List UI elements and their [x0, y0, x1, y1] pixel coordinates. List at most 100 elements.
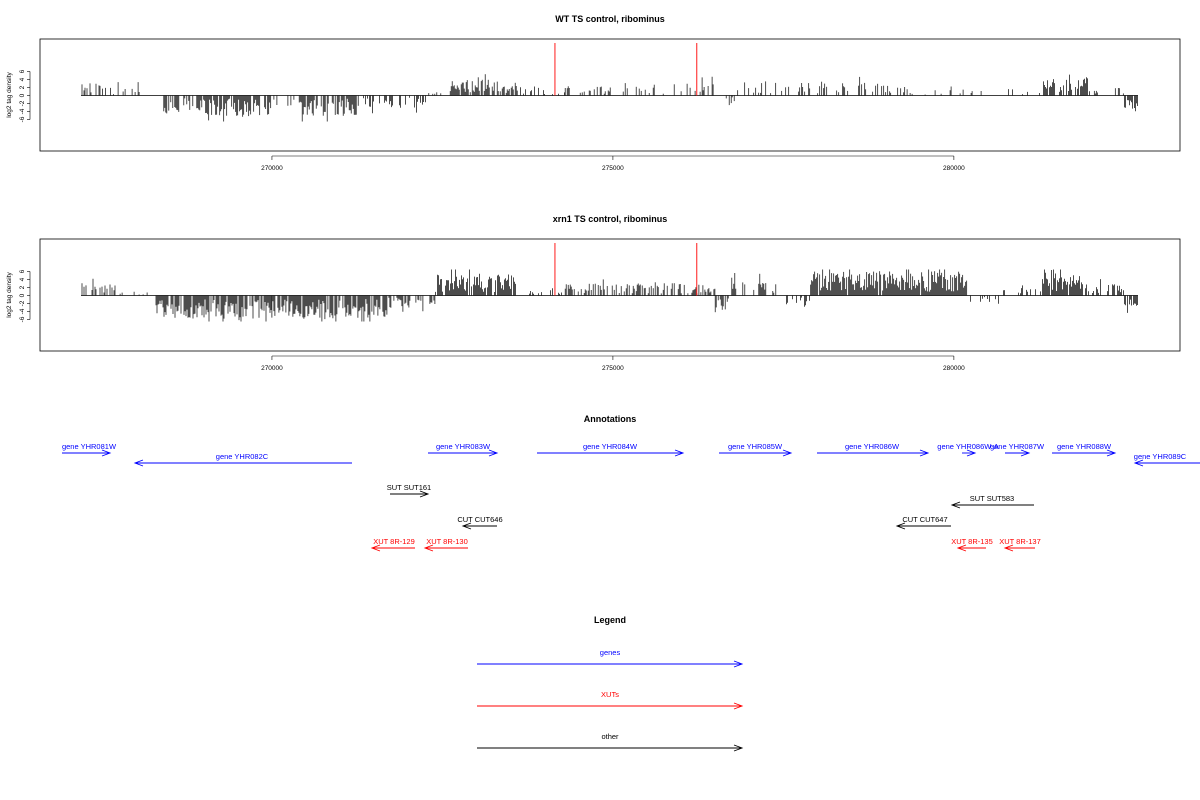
- legend-item: XUTs: [477, 690, 744, 710]
- y-tick-label: -2: [19, 100, 26, 106]
- legend-items: genes XUTs other: [477, 648, 744, 752]
- legend-label: genes: [600, 648, 621, 657]
- annotation-item: gene YHR086W: [817, 442, 930, 457]
- annotation-item: gene YHR081W: [62, 442, 117, 457]
- annotation-item: gene YHR087W: [990, 442, 1045, 457]
- legend-label: other: [601, 732, 619, 741]
- annotation-label: SUT SUT161: [387, 483, 431, 492]
- annotation-label: CUT CUT646: [457, 515, 502, 524]
- annotation-item: XUT 8R-137: [999, 537, 1041, 552]
- arrow-head: [488, 449, 499, 457]
- arrow-head: [1020, 449, 1031, 457]
- arrow-head: [674, 449, 685, 457]
- legend-item: other: [477, 732, 744, 752]
- annotation-item: XUT 8R-135: [951, 537, 993, 552]
- y-tick-label: 4: [19, 77, 26, 81]
- annotation-item: gene YHR084W: [537, 442, 685, 457]
- y-tick-label: 0: [19, 93, 26, 97]
- arrow-head: [733, 744, 744, 752]
- panel-title: WT TS control, ribominus: [555, 14, 665, 24]
- y-axis-label: log2 tag density: [6, 71, 13, 117]
- legend-title: Legend: [594, 615, 626, 625]
- wt-track-panel: WT TS control, ribominus log2 tag densit…: [6, 14, 1181, 172]
- x-axis: 270000 275000 280000: [261, 155, 965, 172]
- y-tick-label: -4: [19, 308, 26, 314]
- plot-frame: [39, 38, 1181, 152]
- arrow-head: [133, 459, 144, 467]
- annotation-item: CUT CUT647: [895, 515, 951, 530]
- annotations-title: Annotations: [584, 414, 637, 424]
- annotation-label: gene YHR084W: [583, 442, 638, 451]
- y-axis: 6 4 2 0 -2 -4 -6: [19, 269, 31, 322]
- annotation-label: XUT 8R-135: [951, 537, 993, 546]
- density-bars: [81, 74, 1138, 122]
- annotation-label: SUT SUT583: [970, 494, 1014, 503]
- arrow-head: [101, 449, 112, 457]
- y-tick-label: 2: [19, 85, 26, 89]
- annotation-label: gene YHR085W: [728, 442, 783, 451]
- y-axis-label: log2 tag density: [6, 271, 13, 317]
- annotation-item: gene YHR083W: [428, 442, 499, 457]
- plot-frame: [39, 238, 1181, 352]
- y-axis: 6 4 2 0 -2 -4 -6: [19, 69, 31, 122]
- annotation-label: XUT 8R-137: [999, 537, 1041, 546]
- legend-label: XUTs: [601, 690, 619, 699]
- y-tick-label: -4: [19, 108, 26, 114]
- legend-item: genes: [477, 648, 744, 668]
- annotation-label: CUT CUT647: [902, 515, 947, 524]
- arrow-head: [733, 660, 744, 668]
- x-tick-label: 270000: [261, 365, 283, 372]
- x-axis: 270000 275000 280000: [261, 355, 965, 372]
- y-tick-label: -6: [19, 316, 26, 322]
- arrow-head: [1106, 449, 1117, 457]
- annotation-label: gene YHR083W: [436, 442, 491, 451]
- arrow-head: [461, 522, 472, 530]
- y-tick-label: 6: [19, 269, 26, 273]
- arrow-head: [782, 449, 793, 457]
- arrow-head: [895, 522, 906, 530]
- annotation-label: gene YHR081W: [62, 442, 117, 451]
- arrow-head: [733, 702, 744, 710]
- annotation-item: SUT SUT161: [387, 483, 431, 498]
- arrow-head: [370, 544, 381, 552]
- x-tick-label: 280000: [943, 165, 965, 172]
- annotation-label: gene YHR086W: [845, 442, 900, 451]
- y-tick-label: 2: [19, 285, 26, 289]
- red-markers: [554, 243, 698, 296]
- annotation-item: CUT CUT646: [457, 515, 503, 530]
- annotation-item: gene YHR085W: [719, 442, 793, 457]
- density-bars: [81, 269, 1138, 322]
- x-tick-label: 275000: [602, 365, 624, 372]
- xrn1-track-panel: xrn1 TS control, ribominus log2 tag dens…: [6, 214, 1181, 372]
- annotation-label: gene YHR082C: [216, 452, 269, 461]
- annotation-item: gene YHR082C: [133, 452, 352, 467]
- legend-panel: Legend genes XUTs other: [477, 615, 744, 752]
- x-tick-label: 270000: [261, 165, 283, 172]
- annotation-item: XUT 8R-129: [370, 537, 415, 552]
- y-tick-label: -2: [19, 300, 26, 306]
- arrow-head: [423, 544, 434, 552]
- x-tick-label: 275000: [602, 165, 624, 172]
- y-tick-label: 0: [19, 293, 26, 297]
- annotation-item: gene YHR089C: [1133, 452, 1200, 467]
- arrow-head: [1003, 544, 1014, 552]
- annotation-label: XUT 8R-129: [373, 537, 415, 546]
- arrow-head: [966, 449, 977, 457]
- annotation-label: gene YHR087W: [990, 442, 1045, 451]
- arrow-head: [919, 449, 930, 457]
- x-tick-label: 280000: [943, 365, 965, 372]
- red-markers: [554, 43, 698, 96]
- y-tick-label: 6: [19, 69, 26, 73]
- annotation-item: gene YHR086W-A: [937, 442, 999, 457]
- arrow-head: [1133, 459, 1144, 467]
- annotation-label: gene YHR088W: [1057, 442, 1112, 451]
- y-tick-label: -6: [19, 116, 26, 122]
- annotation-label: gene YHR089C: [1134, 452, 1187, 461]
- arrow-head: [956, 544, 967, 552]
- annotation-arrows: gene YHR081W gene YHR082C gene YHR083W gene…: [62, 442, 1200, 552]
- annotation-label: gene YHR086W-A: [937, 442, 998, 451]
- y-tick-label: 4: [19, 277, 26, 281]
- panel-title: xrn1 TS control, ribominus: [553, 214, 668, 224]
